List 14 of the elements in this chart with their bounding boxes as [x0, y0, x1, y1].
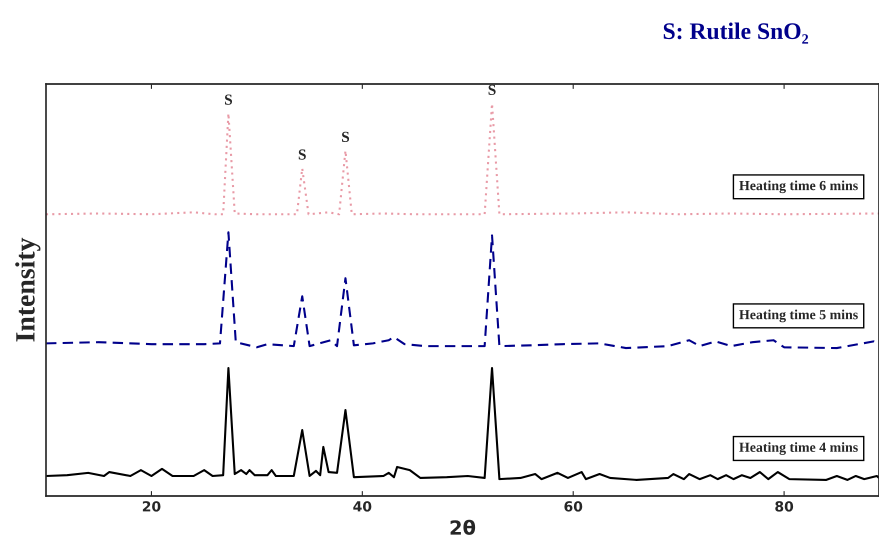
series-label: Heating time 6 mins [739, 180, 858, 194]
x-tick-label: 20 [142, 501, 160, 512]
y-axis-title: Intensity [15, 238, 40, 342]
annotation: S [298, 149, 306, 160]
series-label: Heating time 5 mins [739, 310, 858, 322]
annotation: S [488, 84, 496, 95]
x-tick-label: 80 [775, 501, 794, 512]
chart-title: S: Rutile SnO₂ [664, 22, 808, 44]
annotation: S [224, 94, 232, 105]
annotation: S [342, 132, 350, 142]
x-axis-title: 2θ [450, 520, 476, 535]
series-label: Heating time 4 mins [739, 442, 858, 455]
x-tick-label: 40 [353, 501, 372, 512]
x-tick-label: 60 [564, 501, 582, 512]
